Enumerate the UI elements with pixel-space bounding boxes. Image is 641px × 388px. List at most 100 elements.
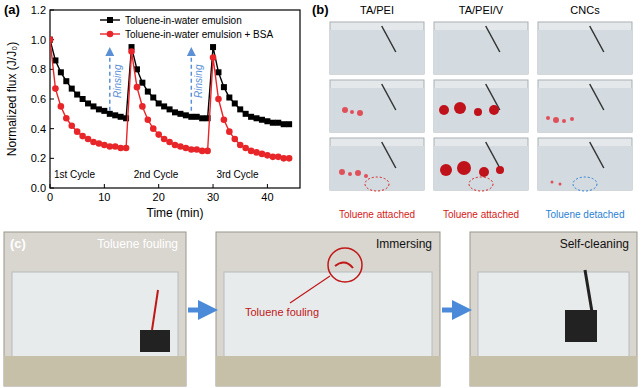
- toluene-drop: [457, 161, 471, 175]
- highlight-circle: [365, 177, 389, 191]
- panel-label: (c): [10, 236, 26, 251]
- water: [538, 146, 632, 190]
- step-arrow: [442, 308, 462, 313]
- x-tick-label: 0: [47, 191, 53, 203]
- toluene-drop: [454, 102, 466, 114]
- data-point: [139, 103, 146, 110]
- data-point: [199, 115, 205, 121]
- water: [330, 30, 424, 74]
- data-point: [101, 108, 107, 114]
- pointer-line: [290, 276, 330, 303]
- y-tick: [50, 158, 54, 159]
- figure: (a)0.00.20.40.60.81.01.2010203040Time (m…: [0, 0, 641, 388]
- toluene-drop: [440, 164, 452, 176]
- y-tick-label: 0.8: [31, 63, 46, 75]
- legend-label: Toluene-in-water emulsion + BSA: [125, 29, 273, 40]
- photo-frame: [216, 232, 440, 386]
- water: [434, 30, 528, 74]
- data-point: [63, 115, 70, 122]
- panel-label: (b): [312, 2, 329, 17]
- x-tick: [267, 184, 268, 188]
- data-point: [215, 96, 222, 103]
- photo-frame: [434, 138, 528, 190]
- data-point: [259, 117, 265, 123]
- data-point: [188, 114, 194, 120]
- toluene-drop: [553, 117, 559, 123]
- photo-frame: [330, 22, 424, 74]
- data-point: [167, 106, 173, 112]
- x-tick: [104, 184, 105, 188]
- data-point: [128, 48, 135, 55]
- data-point: [210, 54, 217, 61]
- toluene-drop: [348, 172, 352, 176]
- step-arrow: [188, 308, 208, 313]
- sample-holder: [382, 84, 396, 110]
- series-line: [50, 40, 289, 125]
- photo-frame: [538, 138, 632, 190]
- data-point: [74, 128, 81, 135]
- column-title: TA/PEI/V: [459, 4, 504, 16]
- data-point: [145, 89, 151, 95]
- water: [538, 30, 632, 74]
- table-pattern: [4, 356, 186, 386]
- highlight-circle: [573, 177, 597, 191]
- data-point: [231, 136, 238, 143]
- sample-holder: [486, 142, 500, 168]
- data-point: [243, 111, 249, 117]
- y-tick-label: 0.0: [31, 182, 46, 194]
- legend-label: Toluene-in-water emulsion: [125, 15, 242, 26]
- fouling-note: Toluene fouling: [245, 306, 319, 318]
- data-point: [172, 109, 178, 115]
- x-tick-label: 30: [207, 191, 219, 203]
- data-point: [286, 121, 292, 127]
- toluene-drop: [357, 110, 363, 116]
- plot-frame: [50, 10, 300, 188]
- data-point: [74, 92, 80, 98]
- toluene-drop: [439, 105, 449, 115]
- toluene-drop: [364, 174, 368, 178]
- photo-frame: [330, 80, 424, 132]
- data-point: [52, 85, 59, 92]
- rinse-arrow: [109, 52, 111, 111]
- plot-data: [50, 36, 292, 161]
- data-point: [58, 103, 65, 110]
- toluene-stain: [335, 262, 353, 268]
- data-point: [96, 106, 102, 112]
- annotation: Rinsing: [193, 64, 204, 98]
- photo-frame: [434, 22, 528, 74]
- y-tick: [50, 10, 54, 11]
- data-point: [264, 118, 270, 124]
- toluene-stain: [152, 290, 158, 330]
- water: [434, 146, 528, 190]
- data-point: [107, 111, 113, 117]
- table-pattern: [470, 356, 637, 386]
- photo-frame: [538, 22, 632, 74]
- data-point: [275, 120, 281, 126]
- data-point: [177, 111, 183, 117]
- data-point: [85, 100, 91, 106]
- data-point: [150, 95, 156, 101]
- data-point: [50, 37, 53, 43]
- x-tick: [213, 184, 214, 188]
- column-title: TA/PEI: [360, 4, 394, 16]
- toluene-drop: [355, 170, 361, 176]
- toluene-drop: [551, 181, 554, 184]
- annotation: Rinsing: [112, 64, 123, 98]
- data-point: [194, 114, 200, 120]
- photo-frame: [330, 138, 424, 190]
- water: [434, 88, 528, 132]
- data-point: [221, 116, 228, 123]
- data-point: [50, 36, 53, 43]
- data-point: [183, 112, 189, 118]
- data-point: [80, 96, 86, 102]
- data-point: [52, 57, 58, 63]
- y-tick-label: 1.0: [31, 34, 46, 46]
- sample-holder: [590, 26, 604, 52]
- toluene-drop: [339, 169, 345, 175]
- membrane: [140, 330, 170, 352]
- tweezers: [585, 270, 592, 312]
- x-tick: [50, 184, 51, 188]
- toluene-drop: [559, 183, 562, 186]
- data-point: [156, 100, 162, 106]
- y-tick-label: 0.2: [31, 152, 46, 164]
